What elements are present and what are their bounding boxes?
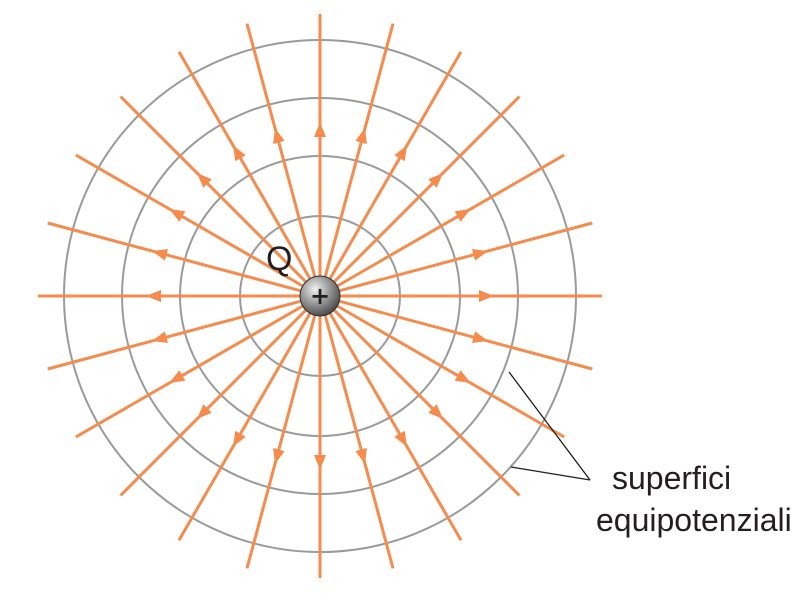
field-line-6 — [323, 314, 395, 569]
field-line-20 — [323, 23, 395, 278]
field-arrow-20 — [355, 127, 367, 144]
field-arrow-14 — [151, 249, 168, 261]
field-arrow-9 — [233, 430, 246, 447]
field-line-17 — [177, 51, 312, 280]
field-line-24 — [338, 221, 593, 293]
field-line-2 — [338, 299, 593, 371]
charge-sphere — [299, 275, 341, 317]
field-arrow-16 — [197, 173, 212, 188]
field-arrows — [146, 122, 494, 470]
field-line-21 — [328, 51, 463, 280]
field-arrow-22 — [428, 173, 443, 188]
charge-label: Q — [266, 240, 292, 278]
field-arrow-8 — [273, 448, 285, 465]
field-arrow-6 — [355, 448, 367, 465]
field-arrow-19 — [314, 122, 326, 137]
field-line-16 — [119, 95, 307, 283]
field-arrow-11 — [169, 370, 186, 383]
equipotential-label-line1: superfici — [612, 460, 731, 496]
field-line-3 — [336, 304, 565, 439]
field-arrow-7 — [314, 455, 326, 470]
point-charge: + — [299, 275, 341, 317]
field-arrow-12 — [151, 331, 168, 343]
field-line-11 — [75, 304, 304, 439]
field-line-15 — [75, 153, 304, 288]
field-arrow-3 — [454, 370, 471, 383]
label-leader-lines — [508, 371, 591, 481]
field-arrow-10 — [197, 404, 212, 419]
field-arrow-1 — [479, 290, 494, 302]
field-line-22 — [333, 95, 521, 283]
charge-sign: + — [310, 282, 330, 310]
field-arrow-18 — [273, 127, 285, 144]
leader-line-1 — [508, 371, 591, 481]
field-arrow-17 — [233, 145, 246, 162]
field-line-12 — [47, 299, 302, 371]
field-lines — [38, 14, 602, 578]
field-line-23 — [336, 153, 565, 288]
field-arrow-21 — [394, 145, 407, 162]
field-line-14 — [47, 221, 302, 293]
field-line-10 — [119, 309, 307, 497]
field-line-8 — [245, 314, 317, 569]
field-arrow-15 — [169, 209, 186, 222]
field-line-4 — [333, 309, 521, 497]
field-arrow-13 — [146, 290, 161, 302]
field-arrow-2 — [472, 331, 489, 343]
field-arrow-5 — [394, 430, 407, 447]
field-line-18 — [245, 23, 317, 278]
equipotential-label-line2: equipotenziali — [596, 502, 792, 538]
field-line-5 — [328, 312, 463, 541]
field-arrow-4 — [428, 404, 443, 419]
leader-line-2 — [510, 466, 591, 481]
field-arrow-23 — [454, 209, 471, 222]
field-arrow-24 — [472, 249, 489, 261]
field-line-9 — [177, 312, 312, 541]
